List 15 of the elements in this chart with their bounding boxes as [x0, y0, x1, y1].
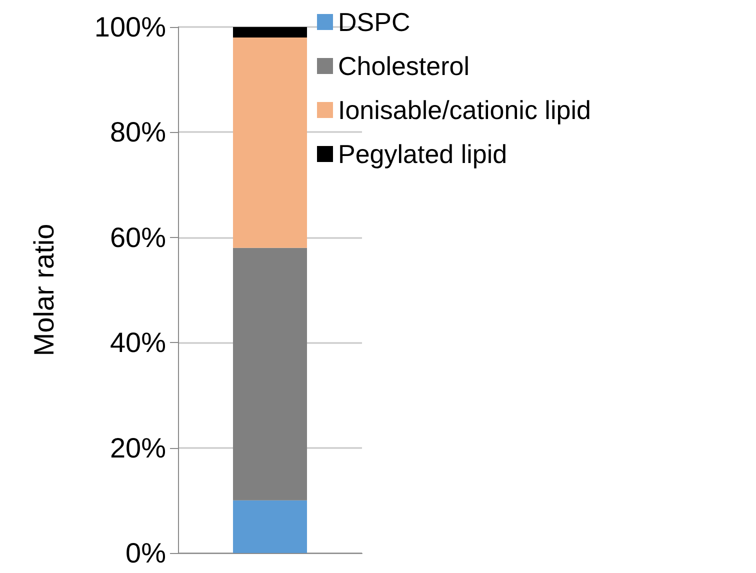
legend-label: Cholesterol — [338, 51, 470, 81]
bar — [233, 500, 307, 553]
bar — [233, 38, 307, 248]
y-tick-label: 20% — [110, 432, 166, 464]
bar — [233, 248, 307, 500]
y-axis-title: Molar ratio — [28, 224, 60, 356]
y-tick-label: 60% — [110, 222, 166, 253]
legend-label: DSPC — [338, 7, 410, 37]
y-tick-label: 100% — [94, 12, 166, 42]
legend-label: Ionisable/cationic lipid — [338, 95, 591, 125]
legend-label: Pegylated lipid — [338, 139, 508, 169]
y-tick-label: 80% — [110, 116, 166, 148]
bar — [233, 27, 307, 38]
y-tick-label: 0% — [126, 538, 166, 568]
y-tick-label: 40% — [110, 327, 166, 358]
